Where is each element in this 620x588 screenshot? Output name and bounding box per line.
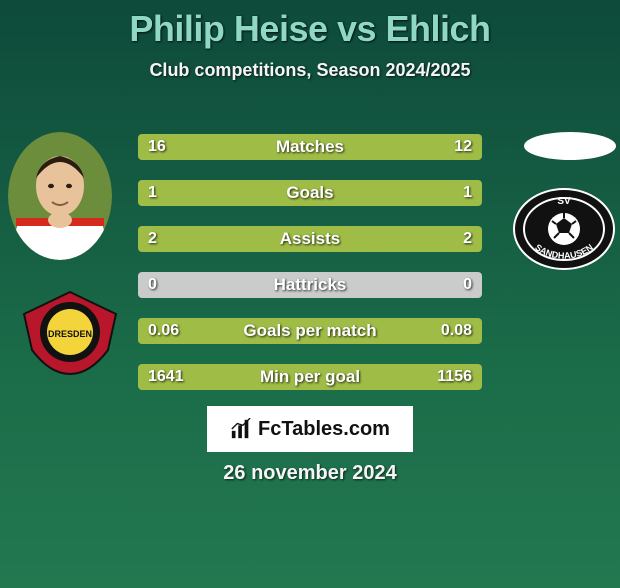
stat-row: 0 Hattricks 0 <box>138 272 482 298</box>
stat-row: 16 Matches 12 <box>138 134 482 160</box>
stat-label: Matches <box>276 137 344 157</box>
stat-value-left: 1641 <box>148 368 184 386</box>
player-photo-left <box>8 132 112 260</box>
club-crest-right: SV SANDHAUSEN <box>512 188 616 270</box>
stat-label: Goals <box>286 183 333 203</box>
stat-row: 1641 Min per goal 1156 <box>138 364 482 390</box>
stat-value-right: 2 <box>463 230 472 248</box>
fctables-badge[interactable]: FcTables.com <box>207 406 413 452</box>
stat-label: Min per goal <box>260 367 360 387</box>
fctables-label: FcTables.com <box>258 418 390 441</box>
stat-value-left: 1 <box>148 184 157 202</box>
bar-chart-icon <box>230 418 252 440</box>
page-title: Philip Heise vs Ehlich <box>0 8 620 50</box>
player-avatar-svg <box>8 132 112 260</box>
stat-label: Hattricks <box>274 275 347 295</box>
stat-value-right: 1156 <box>437 368 472 386</box>
svg-text:DRESDEN: DRESDEN <box>48 329 92 339</box>
stat-value-right: 12 <box>454 138 472 156</box>
stat-label: Goals per match <box>243 321 376 341</box>
stat-label: Assists <box>280 229 340 249</box>
stat-value-left: 0.06 <box>148 322 179 340</box>
stat-value-left: 2 <box>148 230 157 248</box>
stat-value-right: 0.08 <box>441 322 472 340</box>
stat-value-right: 0 <box>463 276 472 294</box>
stats-panel: 16Matches121Goals12Assists20Hattricks00.… <box>138 134 482 410</box>
stat-value-left: 0 <box>148 276 157 294</box>
dynamo-dresden-crest: DRESDEN <box>20 290 120 376</box>
stat-value-left: 16 <box>148 138 166 156</box>
date-line: 26 november 2024 <box>0 462 620 485</box>
stat-row: 0.06 Goals per match 0.08 <box>138 318 482 344</box>
player-placeholder-right <box>524 132 616 160</box>
stat-row: 2 Assists 2 <box>138 226 482 252</box>
sv-sandhausen-crest: SV SANDHAUSEN <box>512 188 616 270</box>
club-crest-left: DRESDEN <box>20 290 120 376</box>
stat-row: 1 Goals 1 <box>138 180 482 206</box>
stat-value-right: 1 <box>463 184 472 202</box>
svg-text:SV: SV <box>557 196 571 207</box>
page-subtitle: Club competitions, Season 2024/2025 <box>0 60 620 81</box>
